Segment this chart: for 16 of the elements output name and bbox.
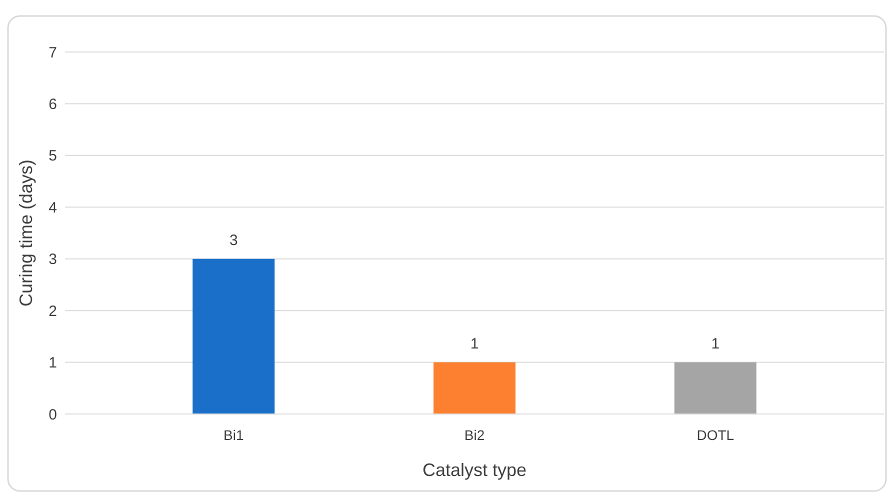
y-tick-label: 7: [48, 44, 57, 62]
y-tick-label: 0: [48, 406, 57, 424]
y-axis-title: Curing time (days): [16, 159, 36, 307]
data-label: 3: [229, 232, 238, 249]
y-tick-label: 4: [48, 199, 57, 216]
data-label: 1: [711, 335, 720, 352]
x-tick-label: DOTL: [696, 427, 734, 443]
y-tick-label: 5: [48, 148, 57, 165]
x-tick-label: Bi2: [464, 427, 485, 443]
y-tick-label: 3: [48, 251, 57, 268]
data-label: 1: [470, 335, 479, 352]
x-axis-title: Catalyst type: [422, 460, 527, 480]
y-tick-label: 6: [48, 96, 57, 113]
y-tick-label: 1: [48, 354, 57, 372]
y-tick-label: 2: [48, 302, 57, 320]
x-tick-label: Bi1: [224, 427, 244, 443]
